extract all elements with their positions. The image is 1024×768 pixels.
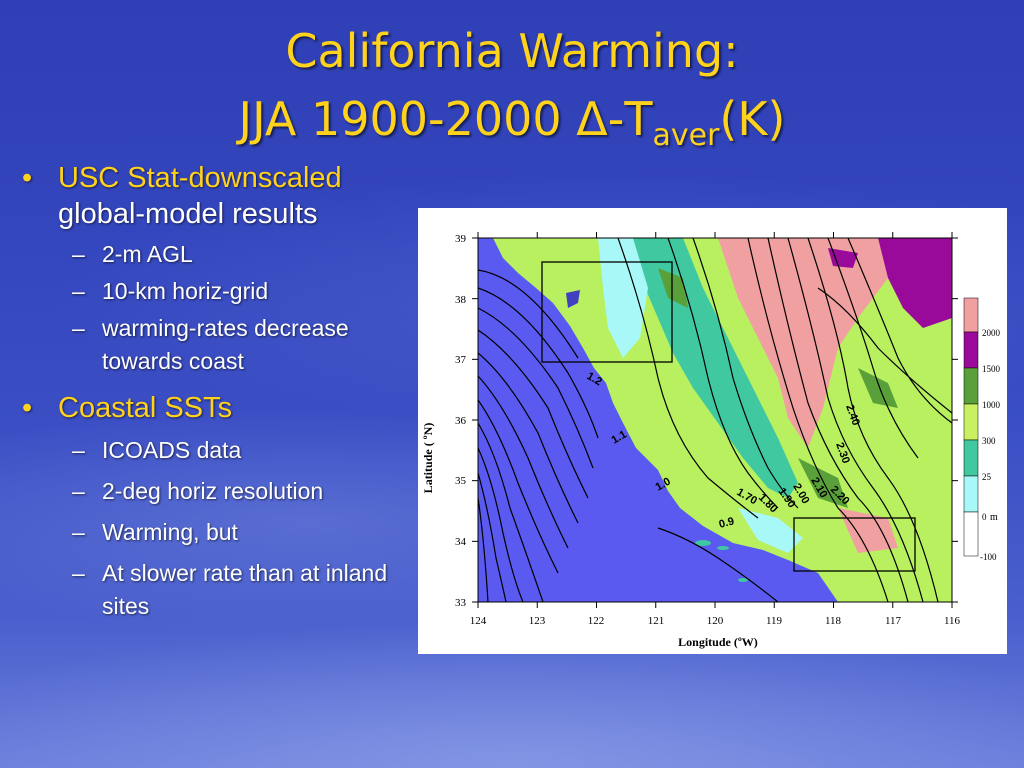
bullet-highlight: USC Stat-downscaled — [58, 162, 342, 194]
sub-bullet-text: 10-km horiz-grid — [102, 278, 269, 304]
sub-bullet: – ICOADS data — [22, 434, 422, 467]
lat-tick-label: 37 — [455, 354, 467, 366]
dash-icon: – — [72, 278, 85, 304]
title-prefix: JJA 1900-2000 Δ-T — [238, 92, 653, 146]
slide-title-line1: California Warming: — [285, 24, 739, 78]
title-suffix: (K) — [719, 92, 786, 146]
dash-icon: – — [72, 519, 85, 545]
lon-tick-label: 119 — [766, 615, 783, 627]
sub-bullet: – At slower rate than at inland sites — [22, 557, 422, 623]
dash-icon: – — [72, 241, 85, 267]
sub-bullet: –2-deg horiz resolution — [22, 475, 422, 508]
lon-tick-label: 117 — [885, 615, 902, 627]
sub-bullet-text: warming-rates decrease towards coast — [102, 315, 349, 374]
legend-label: 0 — [982, 512, 987, 522]
lon-tick-label: 120 — [707, 615, 724, 627]
dash-icon: – — [72, 560, 85, 586]
legend-label: 2000 — [982, 328, 1001, 338]
x-axis-label: Longitude (ºW) — [678, 635, 758, 649]
bullet-highlight: Coastal SSTs — [58, 392, 233, 424]
bullet-list: • USC Stat-downscaled global-model results… — [22, 160, 422, 627]
bullet-dot-icon: • — [22, 162, 33, 194]
sub-bullet-text: 2-deg horiz resolution — [102, 478, 324, 504]
dash-icon: – — [72, 478, 85, 504]
contour-label: 0.9 — [718, 515, 736, 531]
lon-tick-label: 122 — [588, 615, 605, 627]
slide-title-line2: JJA 1900-2000 Δ-Taver(K) — [0, 92, 1024, 153]
dash-icon: – — [72, 315, 85, 341]
lon-tick-label: 118 — [825, 615, 842, 627]
legend-unit: m — [990, 512, 998, 523]
elevation-legend: 2000 1500 1000 300 25 0 m -100 — [963, 297, 1001, 562]
lat-tick-label: 38 — [455, 294, 467, 306]
lon-tick-label: 123 — [529, 615, 546, 627]
sub-bullet-text: ICOADS data — [102, 437, 242, 463]
dash-icon: – — [72, 437, 85, 463]
legend-label: 1500 — [982, 364, 1001, 374]
legend-label: 1000 — [982, 400, 1001, 410]
lat-tick-label: 33 — [455, 597, 467, 609]
lat-tick-label: 36 — [455, 415, 467, 427]
sub-bullet: – warming-rates decrease towards coast — [22, 312, 422, 378]
lat-tick-label: 39 — [455, 233, 467, 245]
terrain-fill — [478, 238, 952, 602]
warming-map-figure: 1.2 1.1 1.0 0.9 1.70 1.80 1.90 2.00 2.10… — [418, 208, 1007, 654]
sub-bullet: –10-km horiz-grid — [22, 275, 422, 308]
lon-tick-label: 121 — [648, 615, 665, 627]
sub-bullet: –2-m AGL — [22, 238, 422, 271]
legend-label: -100 — [980, 552, 997, 562]
warming-map: 1.2 1.1 1.0 0.9 1.70 1.80 1.90 2.00 2.10… — [421, 232, 1001, 649]
lon-tick-label: 116 — [944, 615, 961, 627]
sub-bullet-text: At slower rate than at inland sites — [102, 560, 388, 619]
bullet-dot-icon: • — [22, 392, 33, 424]
sub-bullet-text: Warming, but — [102, 519, 238, 545]
bullet-item: • USC Stat-downscaled global-model results — [22, 160, 422, 232]
bullet-item: • Coastal SSTs — [22, 390, 422, 426]
lon-tick-label: 124 — [470, 615, 487, 627]
lat-tick-label: 35 — [455, 475, 467, 487]
y-axis-label: Latitude ( ºN) — [421, 423, 435, 494]
contour-lines — [478, 238, 952, 602]
legend-label: 25 — [982, 472, 992, 482]
title-subscript: aver — [652, 118, 720, 153]
bullet-rest: global-model results — [58, 198, 318, 230]
sub-bullet: – Warming, but — [22, 516, 422, 549]
lat-tick-label: 34 — [455, 536, 467, 548]
sub-bullet-text: 2-m AGL — [102, 241, 193, 267]
legend-label: 300 — [982, 436, 996, 446]
